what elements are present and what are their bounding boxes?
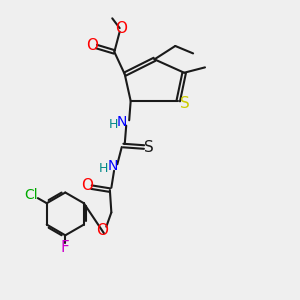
- Text: S: S: [144, 140, 154, 155]
- Text: N: N: [108, 159, 118, 173]
- Text: N: N: [117, 116, 127, 129]
- Text: F: F: [61, 240, 70, 255]
- Text: Cl: Cl: [24, 188, 38, 202]
- Text: O: O: [96, 223, 108, 238]
- Text: O: O: [86, 38, 98, 52]
- Text: O: O: [115, 21, 127, 36]
- Text: H: H: [109, 118, 119, 131]
- Text: H: H: [99, 162, 109, 175]
- Text: O: O: [81, 178, 93, 194]
- Text: S: S: [180, 96, 190, 111]
